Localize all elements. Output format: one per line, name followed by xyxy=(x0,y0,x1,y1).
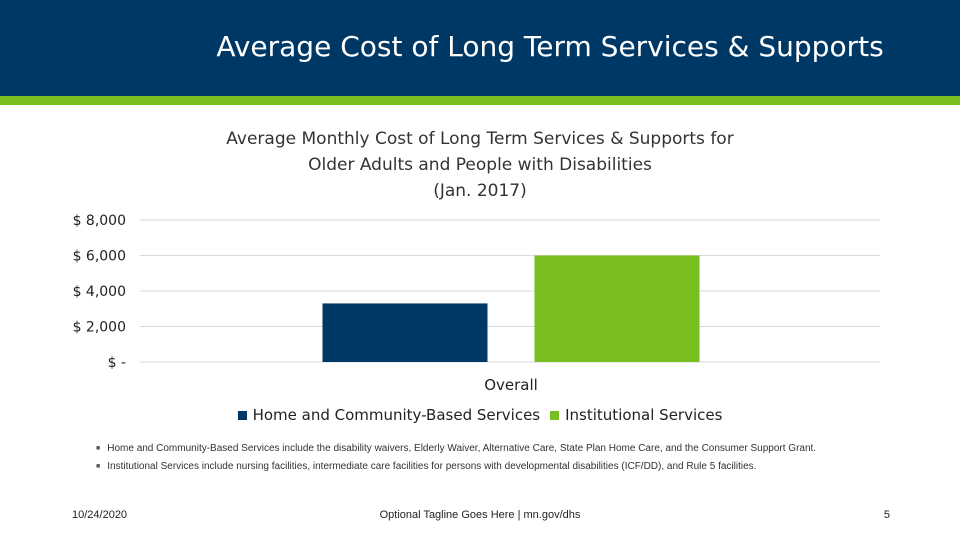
legend-swatch-home xyxy=(237,410,247,420)
legend-item-institutional: Institutional Services xyxy=(550,406,722,424)
page-number: 5 xyxy=(883,509,890,521)
footer-tagline: Optional Tagline Goes Here | mn.gov/dhs xyxy=(379,509,581,521)
bullet-icon: ■ xyxy=(96,445,101,452)
legend-swatch-institutional xyxy=(550,410,560,420)
bar-home-and-community-based-services-overall xyxy=(322,303,488,362)
y-tick-label-0: $ 8,000 xyxy=(73,213,126,229)
footnote-text: Institutional Services include nursing f… xyxy=(107,461,757,472)
chart-title: Average Monthly Cost of Long Term Servic… xyxy=(190,126,770,204)
header-accent-stripe xyxy=(0,96,960,105)
chart-title-line-3: (Jan. 2017) xyxy=(433,181,527,201)
bullet-icon: ■ xyxy=(96,463,101,470)
y-tick-label-2: $ 4,000 xyxy=(73,284,126,300)
header-bar: Average Cost of Long Term Services & Sup… xyxy=(0,0,960,96)
footnote-institutional-services: ■ Institutional Services include nursing … xyxy=(96,461,756,472)
y-tick-label-3: $ 2,000 xyxy=(73,320,126,336)
chart-legend: Home and Community-Based Services Instit… xyxy=(200,406,760,424)
x-tick-label-0: Overall xyxy=(484,376,538,394)
footer-date: 10/24/2020 xyxy=(72,509,128,521)
footnote-home-services: ■ Home and Community-Based Services inclu… xyxy=(96,443,816,454)
slide-title: Average Cost of Long Term Services & Sup… xyxy=(216,30,884,63)
y-tick-label-1: $ 6,000 xyxy=(73,249,126,265)
bar-institutional-services-overall xyxy=(534,255,700,362)
chart-title-line-1: Average Monthly Cost of Long Term Servic… xyxy=(226,129,734,149)
y-tick-label-4: $ - xyxy=(108,355,126,371)
chart-title-line-2: Older Adults and People with Disabilitie… xyxy=(308,155,652,175)
legend-label-home: Home and Community-Based Services xyxy=(252,406,541,424)
legend-label-institutional: Institutional Services xyxy=(565,406,723,424)
footnote-text: Home and Community-Based Services includ… xyxy=(107,443,817,454)
legend-item-home: Home and Community-Based Services xyxy=(237,406,541,424)
